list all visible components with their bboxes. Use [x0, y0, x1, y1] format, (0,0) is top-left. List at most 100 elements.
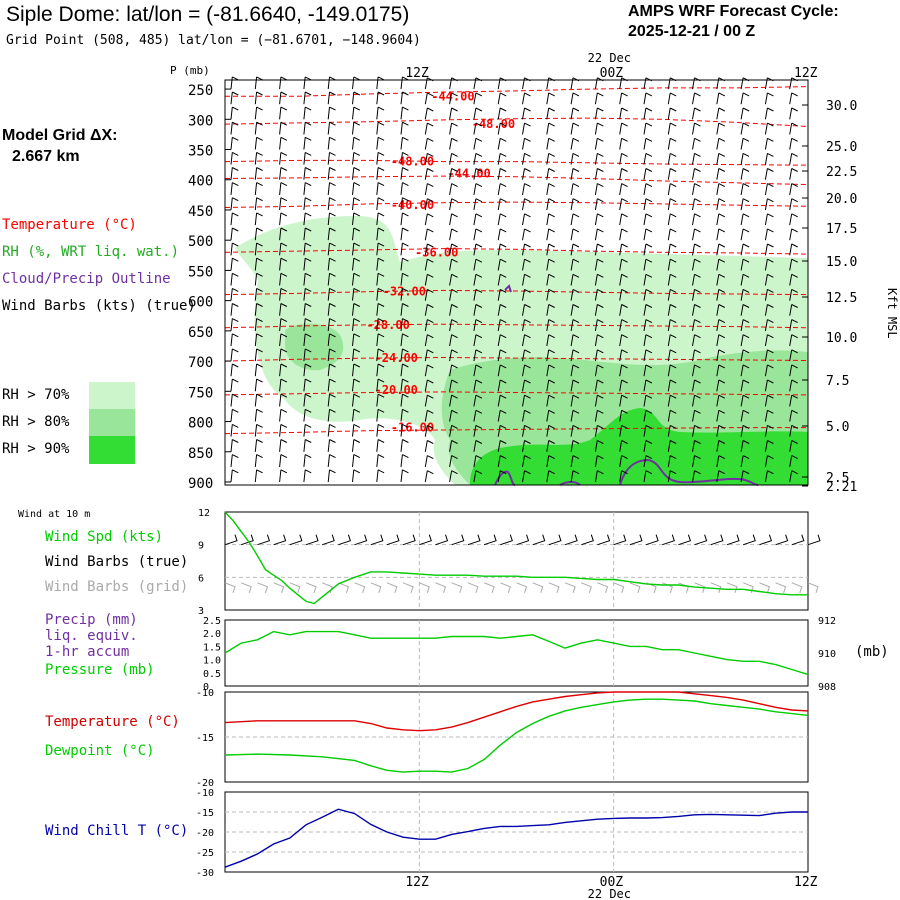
- wind-barb: [716, 319, 726, 331]
- wind-barb: [254, 182, 263, 195]
- wind-barb: [643, 470, 653, 483]
- wind-barb: [619, 424, 628, 437]
- wind-barb: [279, 227, 288, 241]
- legend-swatch-rh70: [89, 382, 135, 409]
- wind10m-title: Wind at 10 m: [18, 509, 91, 520]
- wind-barb: [497, 122, 507, 135]
- wind-barb: [546, 440, 555, 452]
- wind-barb: [473, 213, 483, 226]
- wind-barb: [667, 228, 677, 241]
- height-tick-10: 2.5: [826, 471, 849, 486]
- temperature-contour-7: [224, 323, 809, 329]
- upper-wind-barbs: [230, 76, 798, 483]
- wind-barb: [279, 212, 288, 226]
- wind-barb: [789, 440, 798, 452]
- wind-barb: [716, 440, 726, 452]
- wind-barb: [497, 440, 507, 452]
- wind-barb: [643, 137, 653, 150]
- wind-barb: [692, 228, 701, 241]
- wind-barb: [740, 288, 750, 301]
- wind-barb: [352, 167, 361, 180]
- wind-barb: [424, 198, 434, 211]
- precip-panel-frame: [224, 619, 809, 687]
- wind-barb: [400, 454, 409, 467]
- wind-barb: [643, 409, 653, 422]
- wind-barb: [619, 379, 628, 392]
- wind-barb: [497, 243, 507, 256]
- wind-barb: [497, 228, 507, 241]
- wind-barb: [692, 288, 701, 301]
- wind-barb: [424, 273, 434, 286]
- wind-barb: [594, 122, 604, 135]
- wind-barb: [740, 183, 750, 195]
- wind-barb: [570, 258, 580, 271]
- wind-ytick-2: 9: [198, 541, 204, 552]
- wind-barb: [279, 423, 288, 437]
- wind-barb: [643, 319, 653, 331]
- wind-barb: [667, 470, 677, 483]
- wind-barb: [546, 273, 555, 286]
- wind-barb: [546, 334, 555, 347]
- wind-barb: [230, 151, 239, 165]
- wind-barb: [570, 213, 580, 226]
- wind-barb: [400, 408, 409, 422]
- wind-barb: [400, 167, 409, 180]
- wind-barb: [497, 364, 507, 377]
- grid-wind-barb: [759, 582, 771, 593]
- wind-barb: [570, 394, 580, 407]
- temperature-contour-6: [224, 289, 809, 296]
- grid-wind-barb: [483, 582, 495, 593]
- wind-barb: [789, 455, 798, 467]
- height-tick-5: 15.0: [826, 255, 857, 270]
- grid-wind-barb: [726, 582, 738, 593]
- top-time-tick-1: 00Z: [600, 66, 624, 81]
- true-wind-barb: [548, 534, 562, 546]
- wind-barb: [449, 77, 458, 90]
- wind-barb: [546, 288, 555, 301]
- wind-barb: [522, 183, 531, 195]
- true-wind-barb: [370, 534, 384, 546]
- wind-barb: [473, 92, 483, 105]
- contour-label-9: -20.00: [375, 383, 418, 397]
- height-tick-8: 7.5: [826, 374, 849, 389]
- wind-barb: [764, 470, 774, 483]
- pressure-tick-7: 600: [188, 295, 213, 311]
- wind-barb: [643, 92, 653, 105]
- wind-barb: [594, 152, 604, 165]
- wind-barb: [764, 243, 774, 256]
- wind-barb: [327, 91, 336, 105]
- wind-barb: [449, 137, 458, 150]
- wind-barb: [449, 107, 458, 120]
- wind-barb: [546, 137, 555, 150]
- wind-barb: [619, 440, 628, 452]
- wind-barb: [667, 243, 677, 256]
- temperature-contour-9: [224, 391, 809, 396]
- wind-barb: [716, 213, 726, 226]
- wind-barb: [352, 439, 361, 452]
- wind-barb: [400, 106, 409, 120]
- wind-barb: [376, 393, 385, 407]
- wind-barb: [254, 318, 263, 331]
- true-wind-barb: [402, 534, 416, 546]
- grid-wind-barb: [613, 582, 625, 593]
- legend-wind: Wind Barbs (kts) (true): [2, 298, 196, 314]
- wind-barb: [424, 152, 434, 165]
- wind-barb: [643, 379, 653, 392]
- wind-barb: [716, 243, 726, 256]
- wind-barb: [643, 152, 653, 165]
- contour-label-3: -44.00: [447, 167, 490, 181]
- wind-barb: [594, 92, 604, 105]
- wind-barb: [473, 137, 483, 150]
- height-tick-3: 20.0: [826, 192, 857, 207]
- bottom-time-tick-2: 12Z: [794, 875, 818, 890]
- top-time-tick-0: 12Z: [405, 66, 429, 81]
- wind-barb: [570, 319, 580, 331]
- wind-barb: [497, 213, 507, 226]
- wind-barb: [594, 394, 604, 407]
- wind-barb: [230, 197, 239, 211]
- wind-barb: [570, 304, 580, 316]
- wind-barb: [449, 213, 458, 226]
- wind-barb: [376, 182, 385, 195]
- wind-barb: [352, 318, 361, 331]
- grid-wind-barb: [564, 582, 576, 593]
